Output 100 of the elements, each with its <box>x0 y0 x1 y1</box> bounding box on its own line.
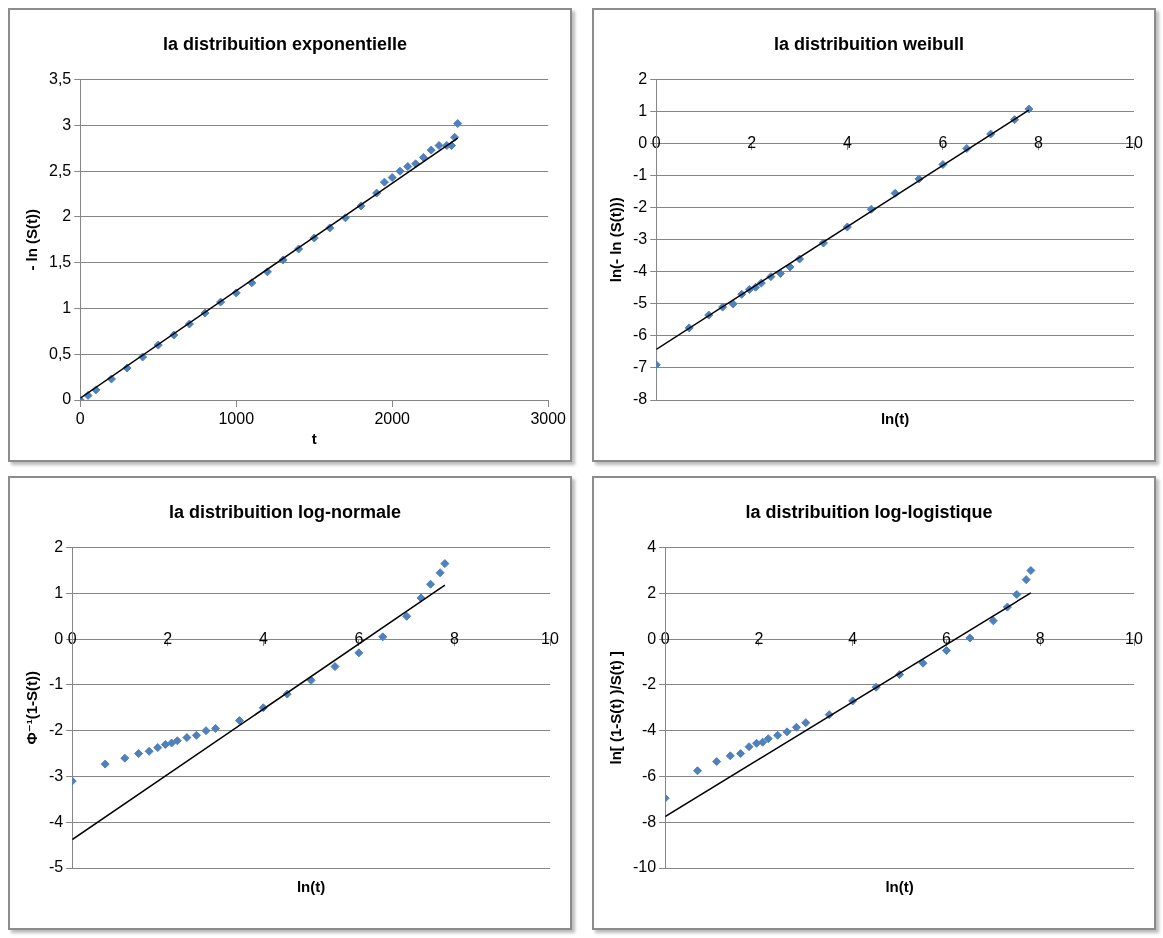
point <box>1026 565 1036 575</box>
y-tick-label: -4 <box>632 262 648 280</box>
y-axis-title: Φ⁻¹(1-S(t)) <box>23 671 41 745</box>
x-tick-label: 4 <box>848 629 858 647</box>
y-tick-label: 2 <box>62 207 72 225</box>
x-tick-label: 8 <box>1035 629 1045 647</box>
chart-title: la distribuition log-logistique <box>745 501 993 522</box>
x-tick-label: 8 <box>449 629 459 647</box>
y-tick-label: -2 <box>48 721 64 739</box>
point <box>378 632 388 642</box>
point <box>435 568 445 578</box>
x-axis-title: ln(t) <box>885 877 914 895</box>
point <box>744 742 754 752</box>
point <box>988 616 998 626</box>
y-tick-label: -7 <box>632 358 648 376</box>
y-tick-label: -1 <box>632 166 648 184</box>
x-tick-label: 2000 <box>374 410 411 428</box>
y-tick-label: -2 <box>632 198 648 216</box>
point <box>725 751 735 761</box>
chart-title: la distribuition exponentielle <box>162 33 408 54</box>
y-tick-label: -10 <box>633 858 657 876</box>
y-axis-title: ln[ (1-S(t) )/S(t) ] <box>607 651 625 765</box>
point <box>201 726 211 736</box>
point <box>144 746 154 756</box>
point <box>782 727 792 737</box>
y-tick-label: 2,5 <box>48 161 72 179</box>
y-tick-label: 0 <box>62 390 72 408</box>
x-tick-label: 8 <box>1033 134 1043 152</box>
point <box>182 733 192 743</box>
y-tick-label: -6 <box>632 326 648 344</box>
x-tick-label: 6 <box>942 629 951 647</box>
y-tick-label: 1,5 <box>48 253 72 271</box>
point <box>100 759 110 769</box>
point <box>418 152 428 162</box>
point <box>918 658 928 668</box>
x-tick-label: 2 <box>163 629 173 647</box>
x-tick-label: 1000 <box>218 410 255 428</box>
x-tick-label: 2 <box>747 134 757 152</box>
point <box>379 177 389 187</box>
y-tick-label: -6 <box>641 766 657 784</box>
y-tick-label: -8 <box>632 390 648 408</box>
y-tick-label: 2 <box>647 583 657 601</box>
y-tick-label: 1 <box>62 298 72 316</box>
y-tick-label: -3 <box>48 766 64 784</box>
y-tick-label: 2 <box>638 70 648 88</box>
point <box>791 722 801 732</box>
point <box>167 738 177 748</box>
point <box>801 718 811 728</box>
x-axis-title: ln(t) <box>296 877 326 895</box>
point <box>354 648 364 658</box>
point <box>191 730 201 740</box>
point <box>395 166 405 176</box>
x-tick-label: 4 <box>258 629 268 647</box>
y-tick-label: -4 <box>48 812 64 830</box>
x-axis-title: ln(t) <box>880 409 910 427</box>
point <box>773 730 783 740</box>
y-tick-label: 2 <box>54 538 64 556</box>
point <box>712 757 722 767</box>
point <box>941 646 951 656</box>
chart-title: la distribuition log-normale <box>168 501 402 522</box>
y-tick-label: -4 <box>641 721 657 739</box>
point <box>758 737 768 747</box>
x-tick-label: 6 <box>938 134 948 152</box>
y-axis-title: - ln (S(t)) <box>23 208 41 271</box>
point <box>387 173 397 183</box>
y-tick-label: -5 <box>48 858 64 876</box>
point <box>426 579 436 589</box>
y-tick-label: -2 <box>641 675 657 693</box>
point <box>440 559 450 569</box>
point <box>736 749 746 759</box>
point <box>1012 590 1022 600</box>
point <box>234 716 244 726</box>
chart-title: la distribuition weibull <box>773 33 965 54</box>
x-tick-label: 10 <box>1125 134 1143 152</box>
point <box>692 766 702 776</box>
y-tick-label: 3,5 <box>48 70 72 88</box>
y-tick-label: 3 <box>62 115 72 133</box>
x-tick-label: 0 <box>75 410 85 428</box>
y-tick-label: 1 <box>638 102 648 120</box>
x-tick-label: 3000 <box>530 410 567 428</box>
point <box>153 743 163 753</box>
point <box>160 739 170 749</box>
x-tick-label: 10 <box>541 629 559 647</box>
point <box>763 734 773 744</box>
point <box>134 749 144 759</box>
point <box>426 145 436 155</box>
x-axis-title: t <box>311 429 317 447</box>
point <box>403 162 413 172</box>
y-tick-label: 4 <box>647 538 657 556</box>
y-tick-label: -1 <box>48 675 64 693</box>
x-tick-label: 4 <box>842 134 852 152</box>
y-tick-label: 0,5 <box>48 344 72 362</box>
x-tick-label: 2 <box>754 629 764 647</box>
point <box>211 723 221 733</box>
point <box>453 119 463 129</box>
y-tick-label: -5 <box>632 294 648 312</box>
y-axis-title: ln(- ln (S(t))) <box>607 197 625 283</box>
y-tick-label: -8 <box>641 812 657 830</box>
point <box>172 736 182 746</box>
y-tick-label: -3 <box>632 230 648 248</box>
